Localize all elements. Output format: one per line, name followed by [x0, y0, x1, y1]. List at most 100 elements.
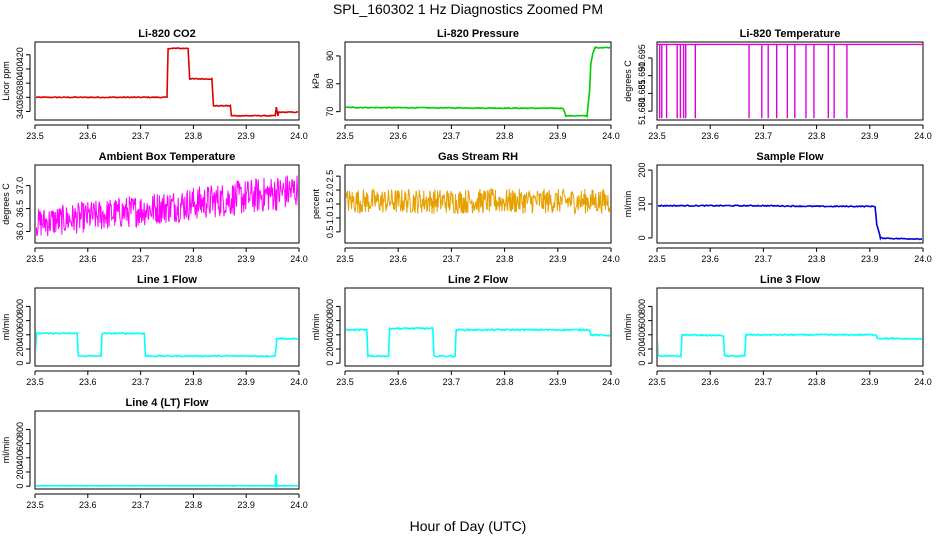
- series-line: [36, 330, 298, 358]
- y-tick-label: 800: [15, 422, 25, 437]
- x-tick-label: 23.8: [185, 500, 203, 510]
- y-tick-label: 800: [637, 299, 647, 314]
- x-tick-label: 23.5: [26, 131, 44, 141]
- y-axis-label: degrees C: [1, 183, 11, 225]
- x-tick-label: 23.9: [861, 377, 879, 387]
- panel: Li-820 Pressure kPa 23.5 23.6 23.7 23.8 23.9 24…: [311, 28, 620, 141]
- series-line: [36, 175, 298, 238]
- x-tick-label: 23.9: [237, 131, 255, 141]
- x-tick-label: 23.5: [336, 377, 354, 387]
- y-tick-label: 200: [637, 163, 647, 178]
- y-tick-label: 800: [15, 299, 25, 314]
- x-tick-label: 23.7: [132, 500, 150, 510]
- x-tick-label: 23.6: [79, 254, 97, 264]
- x-tick-label: 23.5: [26, 254, 44, 264]
- x-tick-label: 23.6: [389, 254, 407, 264]
- x-tick-label: 23.9: [549, 131, 567, 141]
- y-tick-label: 600: [15, 313, 25, 328]
- panel: Li-820 CO2 Licor ppm 23.5 23.6 23.7 23.8 23.9 2…: [1, 28, 308, 141]
- panel-title: Line 2 Flow: [448, 274, 508, 286]
- panel-title: Li-820 CO2: [138, 28, 195, 40]
- y-tick-label: 51.695: [637, 44, 647, 72]
- x-tick-label: 23.8: [185, 131, 203, 141]
- x-tick-label: 23.6: [701, 131, 719, 141]
- x-tick-label: 23.7: [443, 131, 461, 141]
- series-line: [36, 473, 298, 488]
- y-tick-label: 400: [15, 61, 25, 76]
- series-line: [346, 326, 610, 359]
- y-axis-label: ml/min: [623, 191, 633, 218]
- plot-frame: [656, 41, 924, 121]
- y-tick-label: 200: [15, 464, 25, 479]
- x-tick-label: 24.0: [602, 254, 620, 264]
- plot-frame: [34, 41, 300, 121]
- plot-frame: [344, 287, 612, 367]
- y-tick-label: 400: [15, 450, 25, 465]
- y-tick-label: 200: [637, 341, 647, 356]
- plot-frame: [344, 164, 612, 244]
- y-tick-label: 600: [15, 436, 25, 451]
- x-tick-label: 24.0: [914, 131, 932, 141]
- panel: Line 4 (LT) Flow ml/min 23.5 23.6 23.7 23.8 23…: [1, 397, 308, 510]
- panel: Li-820 Temperature degrees C 23.5 23.6 23.7 2…: [623, 28, 932, 141]
- y-tick-label: 36.5: [15, 200, 25, 218]
- y-tick-label: 600: [325, 313, 335, 328]
- x-tick-label: 23.7: [755, 254, 773, 264]
- panel: Sample Flow ml/min 23.5 23.6 23.7 23.8 23.9 24.…: [623, 151, 932, 264]
- y-tick-label: 51.685: [637, 80, 647, 108]
- series-line: [36, 47, 298, 117]
- y-tick-label: 360: [15, 90, 25, 105]
- x-tick-label: 23.8: [496, 131, 514, 141]
- y-axis-label: kPa: [311, 73, 321, 89]
- series-line: [346, 46, 610, 119]
- y-tick-label: 51.690: [637, 62, 647, 90]
- series-line: [658, 204, 922, 241]
- panel-title: Li-820 Temperature: [740, 28, 841, 40]
- plot-frame: [34, 164, 300, 244]
- x-tick-label: 23.9: [237, 377, 255, 387]
- x-tick-label: 23.5: [26, 377, 44, 387]
- x-tick-label: 23.6: [79, 377, 97, 387]
- y-tick-label: 0: [15, 484, 25, 489]
- y-axis-label: ml/min: [1, 314, 11, 341]
- panel: Line 3 Flow ml/min 23.5 23.6 23.7 23.8 23.9 24.…: [623, 274, 932, 387]
- panel-title: Line 4 (LT) Flow: [126, 397, 209, 409]
- y-tick-label: 80: [325, 79, 335, 89]
- y-tick-label: 1.5: [325, 198, 335, 211]
- y-tick-label: 37.0: [15, 177, 25, 195]
- x-tick-label: 23.5: [648, 131, 666, 141]
- x-tick-label: 23.6: [389, 377, 407, 387]
- x-tick-label: 23.6: [79, 500, 97, 510]
- y-tick-label: 100: [637, 196, 647, 211]
- y-tick-label: 0: [637, 361, 647, 366]
- y-tick-label: 0: [637, 235, 647, 240]
- x-tick-label: 23.7: [132, 131, 150, 141]
- x-tick-label: 23.6: [701, 254, 719, 264]
- x-tick-label: 23.6: [79, 131, 97, 141]
- plot-frame: [34, 287, 300, 367]
- y-tick-label: 36.0: [15, 223, 25, 241]
- x-tick-label: 23.5: [336, 254, 354, 264]
- y-tick-label: 2.0: [325, 184, 335, 197]
- x-tick-label: 23.8: [185, 377, 203, 387]
- figure-title: SPL_160302 1 Hz Diagnostics Zoomed PM: [332, 1, 604, 17]
- y-tick-label: 70: [325, 107, 335, 117]
- series-line: [658, 333, 922, 359]
- panel-title: Line 3 Flow: [760, 274, 820, 286]
- x-tick-label: 24.0: [290, 500, 308, 510]
- x-tick-label: 24.0: [290, 254, 308, 264]
- x-tick-label: 23.7: [132, 254, 150, 264]
- y-tick-label: 420: [15, 47, 25, 62]
- plot-frame: [656, 164, 924, 244]
- panel: Line 1 Flow ml/min 23.5 23.6 23.7 23.8 23.9 24.…: [1, 274, 308, 387]
- x-tick-label: 23.8: [808, 131, 826, 141]
- y-axis-label: ml/min: [311, 314, 321, 341]
- plot-frame: [34, 410, 300, 490]
- panel: Line 2 Flow ml/min 23.5 23.6 23.7 23.8 23.9 24.…: [311, 274, 620, 387]
- x-tick-label: 23.9: [861, 131, 879, 141]
- y-tick-label: 90: [325, 51, 335, 61]
- y-axis-label: ml/min: [623, 314, 633, 341]
- x-tick-label: 23.8: [496, 254, 514, 264]
- y-tick-label: 200: [325, 341, 335, 356]
